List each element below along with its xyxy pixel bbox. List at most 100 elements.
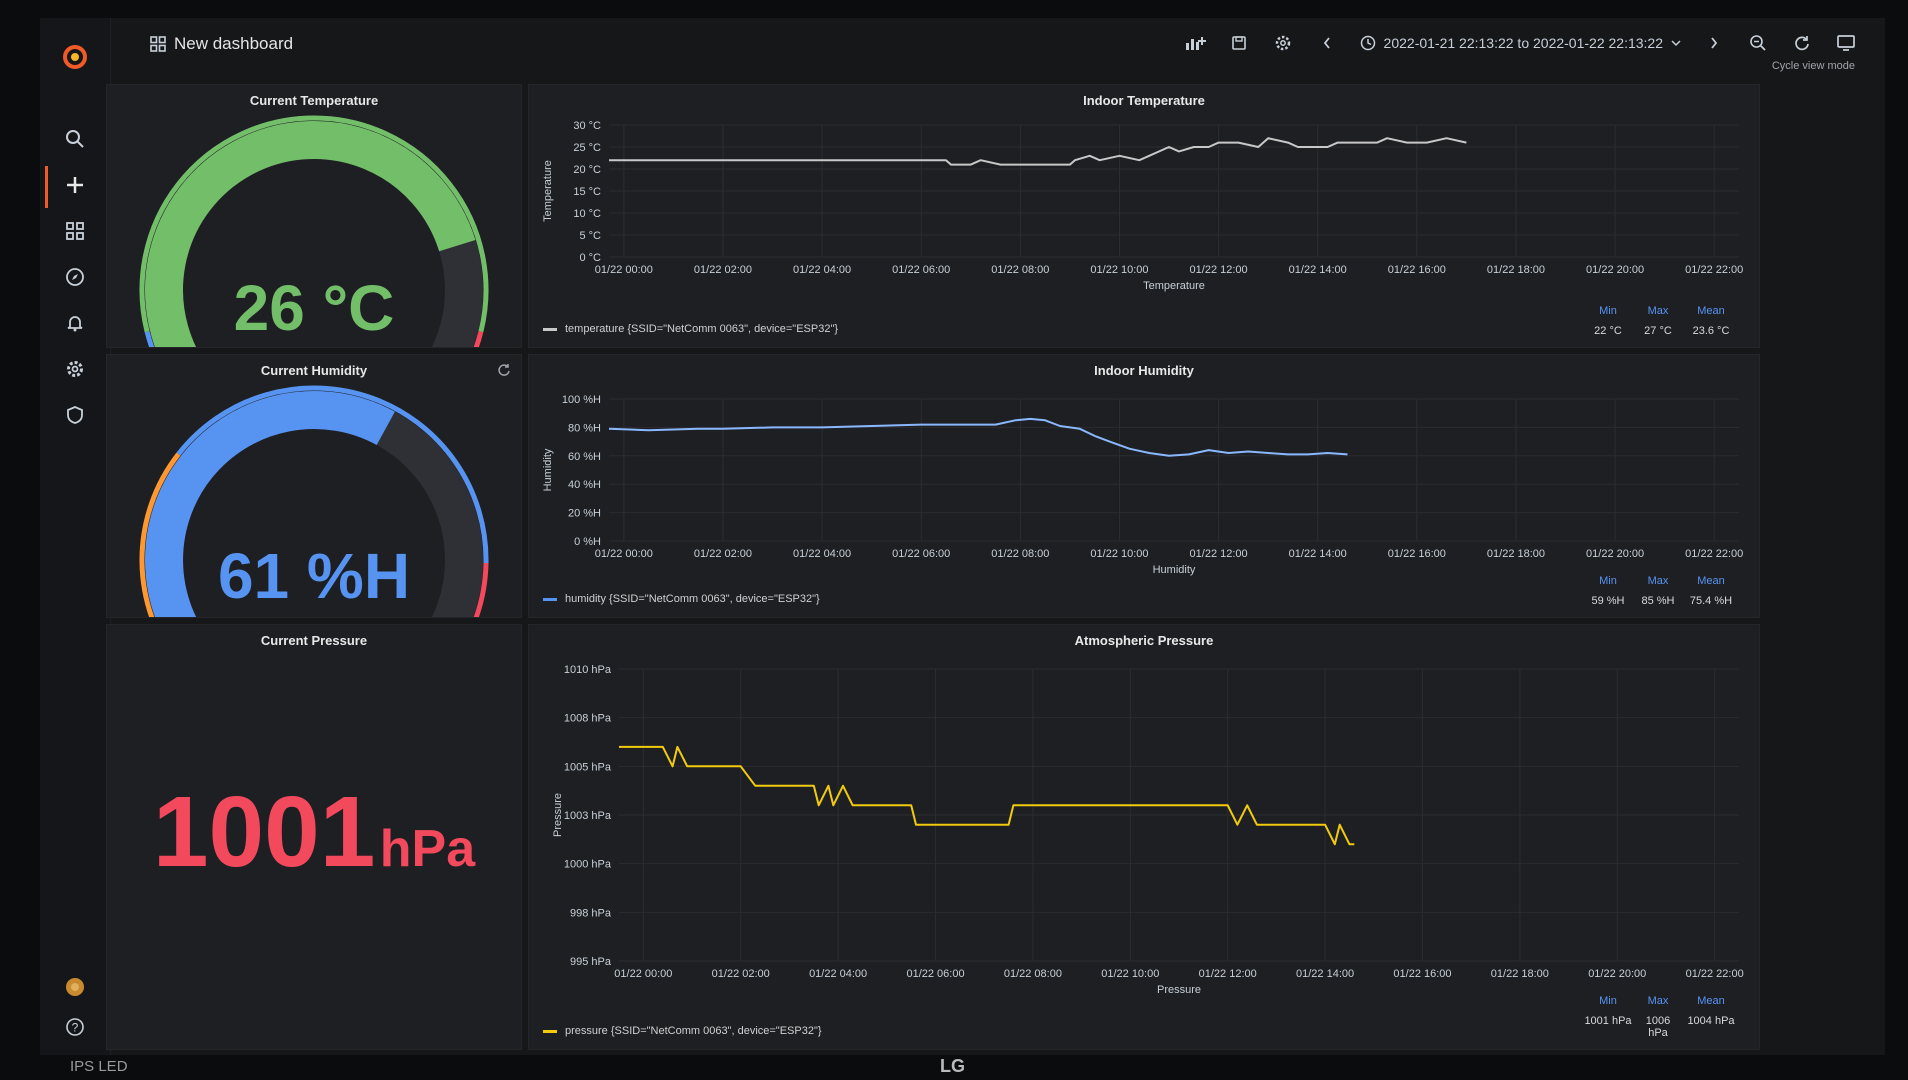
- refresh-icon[interactable]: [1791, 32, 1813, 54]
- stat-min-header[interactable]: Min: [1599, 305, 1617, 317]
- search-icon[interactable]: [58, 122, 92, 156]
- x-tick-label: 01/22 08:00: [991, 264, 1049, 276]
- top-navbar: New dashboard 2022-01-21 22:13:22 to 202…: [110, 18, 1885, 74]
- y-axis-label: Humidity: [542, 448, 554, 491]
- x-tick-label: 01/22 00:00: [595, 548, 653, 560]
- cycle-view-mode-tooltip: Cycle view mode: [1771, 60, 1855, 72]
- stat-min-header[interactable]: Min: [1599, 575, 1617, 587]
- stat-min-value: 1001 hPa: [1584, 1015, 1632, 1027]
- indoor-temperature-panel: Indoor Temperature 0 °C 5 °C 10 °C 15 °C 20 …: [528, 84, 1760, 348]
- x-tick-label: 01/22 06:00: [892, 264, 950, 276]
- stat-mean-value: 1004 hPa: [1687, 1015, 1735, 1027]
- create-plus-icon[interactable]: [58, 168, 92, 202]
- tv-mode-icon[interactable]: [1835, 32, 1857, 54]
- y-tick-label: 20 °C: [573, 164, 601, 176]
- clock-icon: [1360, 35, 1375, 51]
- user-avatar-icon[interactable]: [58, 970, 92, 1004]
- series-line[interactable]: [619, 745, 1355, 846]
- alerting-bell-icon[interactable]: [58, 306, 92, 340]
- x-tick-label: 01/22 18:00: [1487, 548, 1545, 560]
- dashboard-title-text: New dashboard: [174, 34, 294, 53]
- y-tick-label: 20 %H: [568, 508, 601, 520]
- legend-color-swatch: [543, 1029, 557, 1033]
- temperature-legend-stats: Min Max Mean 22 °C 27 °C 23.6 °C: [1581, 305, 1741, 337]
- chevron-down-icon: [1671, 40, 1681, 47]
- legend-label: temperature {SSID="NetComm 0063", device…: [565, 323, 839, 335]
- y-tick-label: 5 °C: [579, 230, 601, 242]
- dashboard-title[interactable]: New dashboard: [150, 34, 293, 54]
- dashboard-settings-gear-icon[interactable]: [1272, 32, 1294, 54]
- grafana-logo-icon[interactable]: [58, 40, 92, 74]
- time-shift-back-chevron-icon[interactable]: [1316, 32, 1338, 54]
- x-tick-label: 01/22 06:00: [906, 968, 964, 980]
- pressure-value: 1001 hPa: [107, 775, 521, 890]
- active-indicator: [45, 166, 48, 208]
- server-admin-shield-icon[interactable]: [58, 398, 92, 432]
- configuration-gear-icon[interactable]: [58, 352, 92, 386]
- x-tick-label: 01/22 14:00: [1289, 264, 1347, 276]
- side-menu: ?: [40, 18, 111, 1055]
- add-panel-icon[interactable]: [1184, 32, 1206, 54]
- monitor-panel-type-label: IPS LED: [70, 1058, 128, 1075]
- temperature-chart[interactable]: 0 °C 5 °C 10 °C 15 °C 20 °C 25 °C 30 °C 01/22 0…: [529, 85, 1759, 347]
- humidity-legend-item[interactable]: humidity {SSID="NetComm 0063", device="E…: [543, 593, 820, 605]
- pressure-unit: hPa: [379, 820, 476, 878]
- y-tick-label: 80 %H: [568, 422, 601, 434]
- panel-title: Current Pressure: [260, 633, 368, 648]
- panel-title: Atmospheric Pressure: [1074, 633, 1214, 648]
- panel-refresh-icon[interactable]: [497, 363, 511, 382]
- stat-max-value: 1006 hPa: [1645, 1015, 1671, 1039]
- stat-mean-header[interactable]: Mean: [1697, 305, 1725, 317]
- x-tick-label: 01/22 16:00: [1388, 264, 1446, 276]
- y-tick-label: 0 %H: [574, 536, 601, 548]
- y-tick-label: 998 hPa: [570, 907, 612, 919]
- explore-compass-icon[interactable]: [58, 260, 92, 294]
- pressure-chart[interactable]: 995 hPa 998 hPa 1000 hPa 1003 hPa 1005 hPa 10…: [529, 625, 1759, 1049]
- humidity-unit: %H: [306, 540, 411, 612]
- x-tick-label: 01/22 12:00: [1190, 264, 1248, 276]
- x-tick-label: 01/22 04:00: [809, 968, 867, 980]
- x-tick-label: 01/22 02:00: [712, 968, 770, 980]
- stat-max-value: 27 °C: [1644, 325, 1672, 337]
- x-tick-label: 01/22 22:00: [1685, 264, 1743, 276]
- series-line[interactable]: [608, 417, 1348, 457]
- time-shift-forward-chevron-icon[interactable]: [1703, 32, 1725, 54]
- stat-max-header[interactable]: Max: [1647, 575, 1669, 587]
- stat-mean-header[interactable]: Mean: [1697, 995, 1725, 1007]
- help-icon[interactable]: ?: [58, 1010, 92, 1044]
- y-tick-label: 1008 hPa: [564, 713, 612, 725]
- x-tick-label: 01/22 18:00: [1491, 968, 1549, 980]
- current-humidity-panel: Current Humidity 61 %H: [106, 354, 522, 618]
- time-range-picker[interactable]: 2022-01-21 22:13:22 to 2022-01-22 22:13:…: [1360, 35, 1681, 51]
- stat-min-value: 59 %H: [1591, 595, 1625, 607]
- x-tick-label: 01/22 02:00: [694, 548, 752, 560]
- zoom-out-icon[interactable]: [1747, 32, 1769, 54]
- y-tick-label: 1005 hPa: [564, 761, 612, 773]
- stat-max-header[interactable]: Max: [1647, 995, 1669, 1007]
- temperature-unit: °C: [322, 272, 395, 344]
- panel-title: Current Humidity: [260, 363, 368, 378]
- pressure-number: 1001: [152, 776, 376, 888]
- legend-color-swatch: [543, 327, 557, 331]
- x-tick-label: 01/22 20:00: [1586, 264, 1644, 276]
- series-line[interactable]: [609, 137, 1467, 166]
- save-dashboard-icon[interactable]: [1228, 32, 1250, 54]
- screen: ? New dashboard 2022-01-21 22:13:22 to 2…: [40, 18, 1885, 1055]
- stat-mean-header[interactable]: Mean: [1697, 575, 1725, 587]
- dashboards-grid-icon[interactable]: [58, 214, 92, 248]
- x-tick-label: 01/22 20:00: [1586, 548, 1644, 560]
- temperature-legend-item[interactable]: temperature {SSID="NetComm 0063", device…: [543, 323, 838, 335]
- stat-min-header[interactable]: Min: [1599, 995, 1617, 1007]
- legend-color-swatch: [543, 597, 557, 601]
- x-tick-label: 01/22 10:00: [1090, 548, 1148, 560]
- y-tick-label: 30 °C: [573, 120, 601, 132]
- stat-mean-value: 75.4 %H: [1689, 595, 1733, 607]
- pressure-legend-item[interactable]: pressure {SSID="NetComm 0063", device="E…: [543, 1025, 822, 1037]
- x-axis-label: Humidity: [1153, 564, 1196, 576]
- time-range-text: 2022-01-21 22:13:22 to 2022-01-22 22:13:…: [1383, 35, 1663, 51]
- x-tick-label: 01/22 16:00: [1393, 968, 1451, 980]
- humidity-chart[interactable]: 0 %H 20 %H 40 %H 60 %H 80 %H 100 %H 01/22 00:0…: [529, 355, 1759, 617]
- stat-max-header[interactable]: Max: [1647, 305, 1669, 317]
- y-tick-label: 40 %H: [568, 479, 601, 491]
- x-tick-label: 01/22 04:00: [793, 264, 851, 276]
